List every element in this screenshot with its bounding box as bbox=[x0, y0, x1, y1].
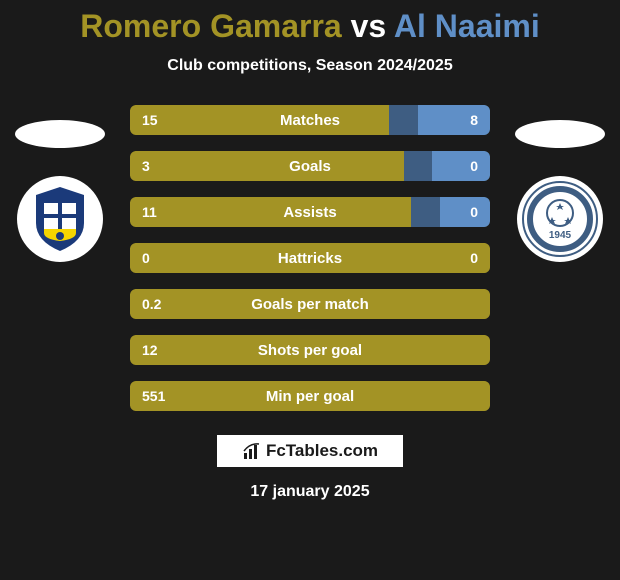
vs-text: vs bbox=[351, 8, 387, 44]
fctables-logo[interactable]: FcTables.com bbox=[215, 433, 405, 469]
player1-photo-placeholder bbox=[15, 120, 105, 148]
stat-label: Matches bbox=[130, 112, 490, 129]
stat-bar: 12Shots per goal bbox=[130, 335, 490, 365]
stat-label: Assists bbox=[130, 204, 490, 221]
chart-icon bbox=[242, 441, 262, 461]
date-text: 17 january 2025 bbox=[0, 483, 620, 501]
stat-bar: 30Goals bbox=[130, 151, 490, 181]
logo-prefix: Fc bbox=[266, 441, 286, 460]
stat-bar: 0.2Goals per match bbox=[130, 289, 490, 319]
player1-badge-col bbox=[10, 120, 110, 262]
shield-icon bbox=[22, 181, 98, 257]
stat-bar: 00Hattricks bbox=[130, 243, 490, 273]
logo-text: FcTables.com bbox=[266, 441, 378, 461]
player1-club-crest bbox=[17, 176, 103, 262]
player2-photo-placeholder bbox=[515, 120, 605, 148]
player1-name: Romero Gamarra bbox=[80, 8, 341, 44]
player2-badge-col: 1945 bbox=[510, 120, 610, 262]
subtitle: Club competitions, Season 2024/2025 bbox=[0, 57, 620, 75]
round-crest-icon: 1945 bbox=[522, 181, 598, 257]
stat-bar: 158Matches bbox=[130, 105, 490, 135]
stat-label: Shots per goal bbox=[130, 342, 490, 359]
stats-bars: 158Matches 30Goals 110Assists 00Hattricks 0.… bbox=[130, 105, 490, 411]
stat-bar: 551Min per goal bbox=[130, 381, 490, 411]
stat-label: Hattricks bbox=[130, 250, 490, 267]
stat-bar: 110Assists bbox=[130, 197, 490, 227]
logo-suffix: Tables.com bbox=[286, 441, 378, 460]
stat-label: Goals bbox=[130, 158, 490, 175]
player2-club-crest: 1945 bbox=[517, 176, 603, 262]
svg-text:1945: 1945 bbox=[549, 230, 572, 241]
page-title: Romero Gamarra vs Al Naaimi bbox=[0, 8, 620, 45]
stat-label: Goals per match bbox=[130, 296, 490, 313]
player2-name: Al Naaimi bbox=[394, 8, 540, 44]
stat-label: Min per goal bbox=[130, 388, 490, 405]
comparison-card: Romero Gamarra vs Al Naaimi Club competi… bbox=[0, 0, 620, 580]
